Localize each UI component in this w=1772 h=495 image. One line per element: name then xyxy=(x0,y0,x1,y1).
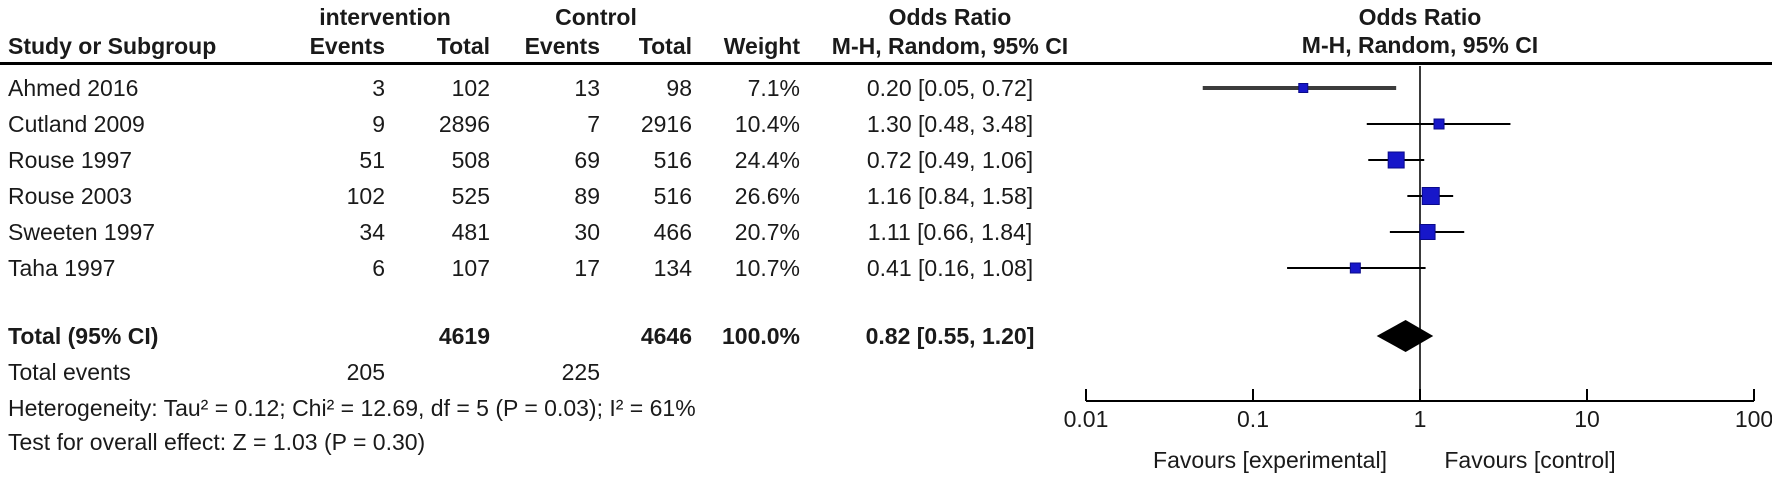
total-intervention: 481 xyxy=(451,219,490,245)
overall-effect-stats: Test for overall effect: Z = 1.03 (P = 0… xyxy=(8,429,426,455)
header-divider xyxy=(0,62,1772,65)
table-row: Ahmed 2016 3 102 13 98 7.1% 0.20 [0.05, 0.72] xyxy=(0,70,1100,106)
col-header-events-control: Events xyxy=(524,33,600,59)
weight: 7.1% xyxy=(747,75,800,101)
table-row: Cutland 2009 9 2896 7 2916 10.4% 1.30 [0.48, 3… xyxy=(0,106,1100,142)
events-control: 89 xyxy=(574,183,600,209)
pooled-diamond xyxy=(1376,320,1434,352)
effect-square xyxy=(1433,118,1445,130)
odds-ratio-ci: 1.11 [0.66, 1.84] xyxy=(867,219,1033,245)
group-header-control: Control xyxy=(555,4,637,30)
events-intervention: 34 xyxy=(359,219,385,245)
total-events-intervention: 205 xyxy=(346,359,385,385)
axis-tick-label: 0.01 xyxy=(1063,406,1109,432)
col-header-total-control: Total xyxy=(638,33,692,59)
col-header-weight: Weight xyxy=(723,33,800,59)
effect-square xyxy=(1419,224,1436,240)
odds-ratio-ci: 0.20 [0.05, 0.72] xyxy=(866,75,1034,101)
weight: 20.7% xyxy=(734,219,800,245)
col-header-study: Study or Subgroup xyxy=(8,33,217,59)
total-weight: 100.0% xyxy=(721,323,800,349)
total-control: 134 xyxy=(653,255,692,281)
favours-control-label: Favours [control] xyxy=(1444,447,1616,473)
col-header-ci-left: M-H, Random, 95% CI xyxy=(831,33,1069,59)
odds-ratio-ci: 0.72 [0.49, 1.06] xyxy=(866,147,1034,173)
total-events-row: Total events 205 225 xyxy=(0,354,1100,390)
total-intervention: 508 xyxy=(451,147,490,173)
axis-tick-label: 10 xyxy=(1574,406,1600,432)
total-intervention: 2896 xyxy=(438,111,490,137)
total-control: 516 xyxy=(653,147,692,173)
odds-ratio-ci: 1.16 [0.84, 1.58] xyxy=(866,183,1034,209)
events-control: 7 xyxy=(587,111,600,137)
odds-ratio-header-left: Odds Ratio xyxy=(888,4,1012,30)
table-row: Taha 1997 6 107 17 134 10.7% 0.41 [0.16, 1.08] xyxy=(0,250,1100,286)
total-control-n: 4646 xyxy=(640,323,692,349)
weight: 26.6% xyxy=(734,183,800,209)
total-control: 516 xyxy=(653,183,692,209)
events-intervention: 6 xyxy=(372,255,385,281)
events-control: 30 xyxy=(574,219,600,245)
total-intervention: 525 xyxy=(451,183,490,209)
table-row: Rouse 2003 102 525 89 516 26.6% 1.16 [0.84, 1.… xyxy=(0,178,1100,214)
odds-ratio-ci: 1.30 [0.48, 3.48] xyxy=(866,111,1034,137)
table-row: Rouse 1997 51 508 69 516 24.4% 0.72 [0.49, 1.0… xyxy=(0,142,1100,178)
group-header-intervention: intervention xyxy=(319,4,451,30)
events-control: 17 xyxy=(574,255,600,281)
events-control: 69 xyxy=(574,147,600,173)
favours-experimental-label: Favours [experimental] xyxy=(1153,447,1387,473)
column-header-row: Study or Subgroup Events Total Events To… xyxy=(0,28,1100,64)
axis-tick-label: 1 xyxy=(1413,406,1427,432)
total-intervention: 102 xyxy=(451,75,490,101)
total-control: 466 xyxy=(653,219,692,245)
odds-ratio-ci: 0.41 [0.16, 1.08] xyxy=(866,255,1034,281)
axis-tick-label: 0.1 xyxy=(1237,406,1269,432)
effect-square xyxy=(1421,187,1440,205)
weight: 10.7% xyxy=(734,255,800,281)
events-intervention: 3 xyxy=(372,75,385,101)
study-name: Cutland 2009 xyxy=(8,111,145,137)
events-intervention: 102 xyxy=(346,183,385,209)
total-events-control: 225 xyxy=(561,359,600,385)
total-events-label: Total events xyxy=(8,359,131,385)
study-name: Sweeten 1997 xyxy=(8,219,156,245)
study-name: Taha 1997 xyxy=(8,255,116,281)
events-control: 13 xyxy=(574,75,600,101)
col-header-total-intervention: Total xyxy=(436,33,490,59)
heterogeneity-stats: Heterogeneity: Tau² = 0.12; Chi² = 12.69… xyxy=(8,395,696,421)
total-label: Total (95% CI) xyxy=(8,323,159,349)
weight: 24.4% xyxy=(734,147,800,173)
total-control: 98 xyxy=(666,75,692,101)
table-row: Sweeten 1997 34 481 30 466 20.7% 1.11 [0.66, 1… xyxy=(0,214,1100,250)
total-ci: 0.82 [0.55, 1.20] xyxy=(865,323,1035,349)
total-intervention: 107 xyxy=(451,255,490,281)
effect-square xyxy=(1298,83,1309,93)
col-header-events-intervention: Events xyxy=(309,33,385,59)
study-name: Rouse 1997 xyxy=(8,147,133,173)
total-intervention-n: 4619 xyxy=(438,323,490,349)
odds-ratio-header-right: Odds Ratio xyxy=(1358,4,1482,30)
weight: 10.4% xyxy=(734,111,800,137)
col-header-ci-right: M-H, Random, 95% CI xyxy=(1301,32,1539,58)
total-row: Total (95% CI) 4619 4646 100.0% 0.82 [0.… xyxy=(0,318,1100,354)
axis-tick-label: 100 xyxy=(1734,406,1772,432)
study-name: Rouse 2003 xyxy=(8,183,133,209)
study-name: Ahmed 2016 xyxy=(8,75,139,101)
effect-square xyxy=(1387,151,1405,169)
effect-square xyxy=(1349,262,1361,274)
total-control: 2916 xyxy=(640,111,692,137)
events-intervention: 9 xyxy=(372,111,385,137)
events-intervention: 51 xyxy=(359,147,385,173)
